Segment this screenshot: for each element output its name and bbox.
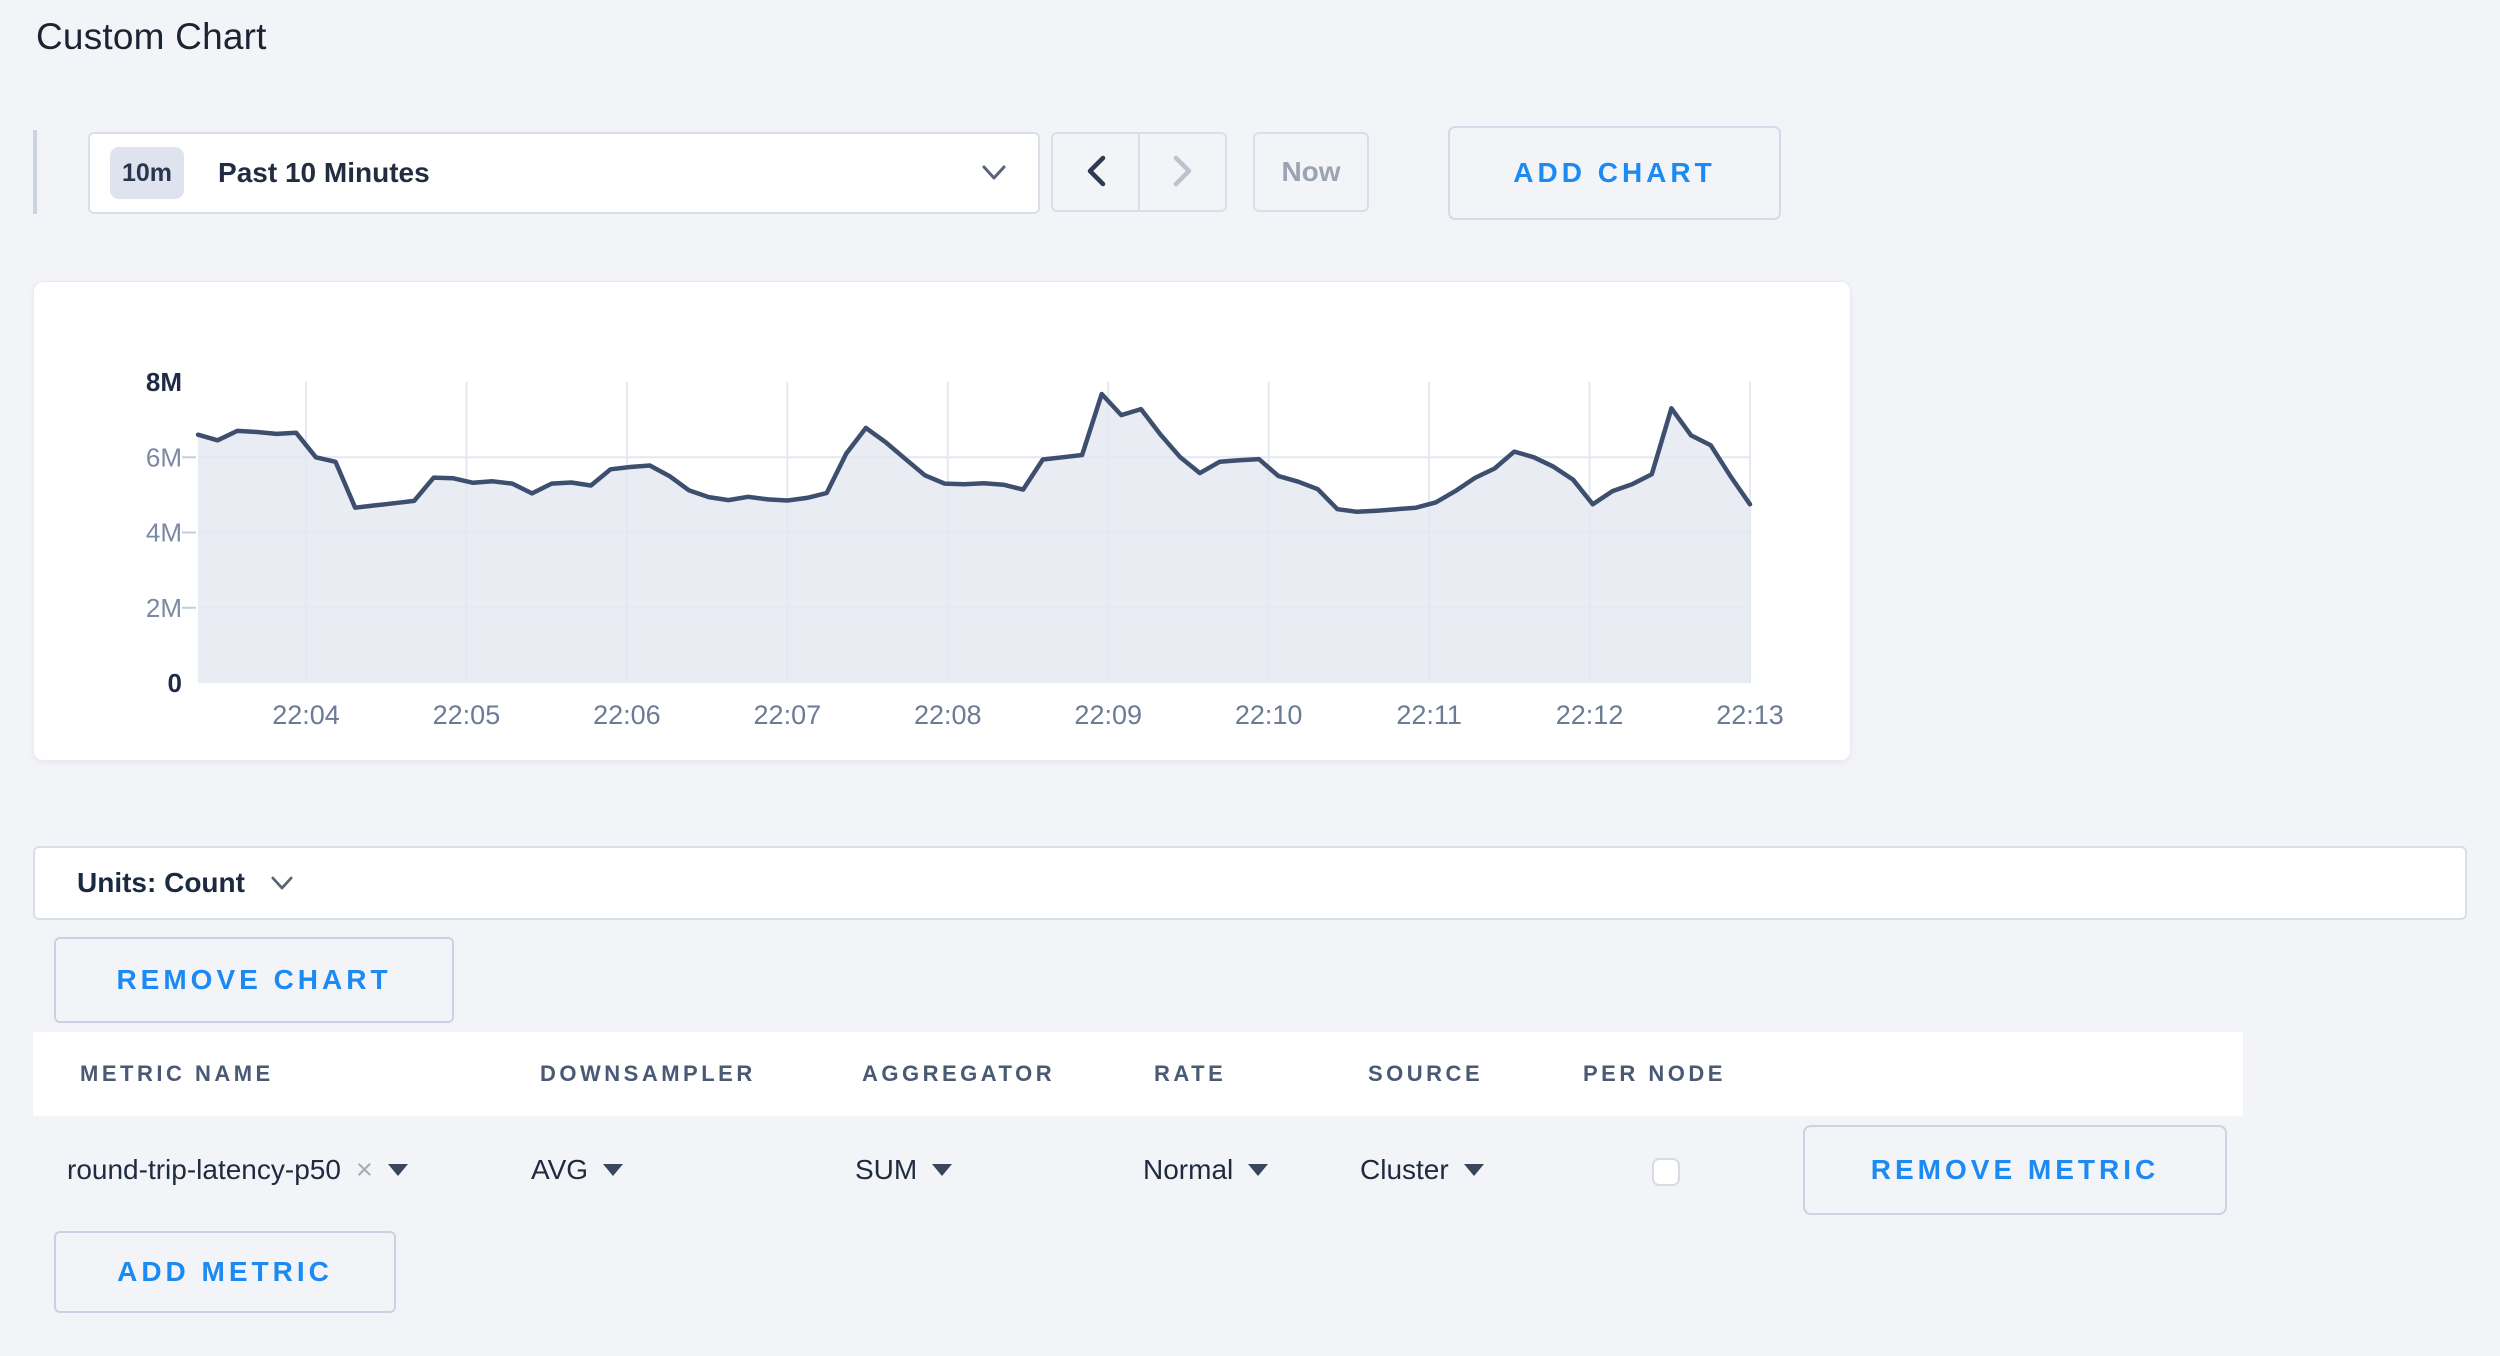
svg-text:8M: 8M xyxy=(146,367,182,397)
svg-text:22:11: 22:11 xyxy=(1396,700,1462,730)
metric-name-value: round-trip-latency-p50 xyxy=(67,1154,341,1185)
page-title: Custom Chart xyxy=(36,16,267,57)
svg-text:22:10: 22:10 xyxy=(1235,700,1303,730)
column-header-aggregator: AGGREGATOR xyxy=(862,1061,1056,1086)
downsampler-select[interactable]: AVG xyxy=(531,1116,624,1224)
source-select[interactable]: Cluster xyxy=(1360,1116,1484,1224)
svg-text:22:12: 22:12 xyxy=(1556,700,1624,730)
rate-select[interactable]: Normal xyxy=(1143,1116,1269,1224)
svg-text:22:08: 22:08 xyxy=(914,700,982,730)
metric-name-select[interactable]: round-trip-latency-p50 × xyxy=(67,1116,408,1224)
svg-text:2M: 2M xyxy=(146,593,182,623)
metrics-table-header: METRIC NAME DOWNSAMPLER AGGREGATOR RATE … xyxy=(33,1032,2243,1116)
chevron-left-icon xyxy=(1086,155,1106,190)
remove-metric-button[interactable]: REMOVE METRIC xyxy=(1803,1125,2227,1215)
clear-metric-icon[interactable]: × xyxy=(355,1153,373,1186)
time-range-label: Past 10 Minutes xyxy=(218,157,430,188)
svg-text:22:09: 22:09 xyxy=(1074,700,1142,730)
svg-text:6M: 6M xyxy=(146,442,182,472)
svg-text:0: 0 xyxy=(168,668,182,698)
column-header-metric-name: METRIC NAME xyxy=(80,1061,274,1086)
time-step-group xyxy=(1051,132,1227,212)
remove-chart-button[interactable]: REMOVE CHART xyxy=(54,937,454,1023)
caret-down-icon xyxy=(603,1164,624,1176)
chevron-down-icon xyxy=(271,876,293,891)
chart-card: 22:04 22:05 22:06 22:07 22:08 22:09 22:10 22:11… xyxy=(33,281,1851,761)
column-header-downsampler: DOWNSAMPLER xyxy=(540,1061,756,1086)
units-select[interactable]: Units: Count xyxy=(33,846,2467,920)
column-header-per-node: PER NODE xyxy=(1583,1061,1726,1086)
svg-text:4M: 4M xyxy=(146,518,182,548)
chevron-down-icon xyxy=(982,165,1006,181)
caret-down-icon xyxy=(387,1164,408,1176)
add-chart-button[interactable]: ADD CHART xyxy=(1448,126,1781,220)
now-button[interactable]: Now xyxy=(1253,132,1369,212)
step-forward-button[interactable] xyxy=(1138,134,1225,210)
svg-text:22:05: 22:05 xyxy=(433,700,501,730)
aggregator-select[interactable]: SUM xyxy=(855,1116,953,1224)
column-header-rate: RATE xyxy=(1154,1061,1227,1086)
rate-value: Normal xyxy=(1143,1154,1234,1185)
metric-area-chart: 22:04 22:05 22:06 22:07 22:08 22:09 22:10 22:11… xyxy=(146,367,1784,730)
aggregator-value: SUM xyxy=(855,1154,918,1185)
svg-text:22:06: 22:06 xyxy=(593,700,661,730)
caret-down-icon xyxy=(1248,1164,1269,1176)
svg-text:22:04: 22:04 xyxy=(272,700,340,730)
downsampler-value: AVG xyxy=(531,1154,589,1185)
accent-divider xyxy=(33,130,37,214)
time-range-badge: 10m xyxy=(110,147,185,199)
svg-text:22:13: 22:13 xyxy=(1716,700,1784,730)
caret-down-icon xyxy=(1463,1164,1484,1176)
source-value: Cluster xyxy=(1360,1154,1449,1185)
svg-text:22:07: 22:07 xyxy=(754,700,822,730)
chevron-right-icon xyxy=(1173,155,1193,190)
add-metric-button[interactable]: ADD METRIC xyxy=(54,1231,396,1313)
column-header-source: SOURCE xyxy=(1368,1061,1484,1086)
caret-down-icon xyxy=(932,1164,953,1176)
time-range-select[interactable]: 10m Past 10 Minutes xyxy=(88,132,1040,214)
step-back-button[interactable] xyxy=(1053,134,1138,210)
per-node-checkbox[interactable] xyxy=(1652,1158,1680,1186)
units-label: Units: Count xyxy=(77,867,245,898)
